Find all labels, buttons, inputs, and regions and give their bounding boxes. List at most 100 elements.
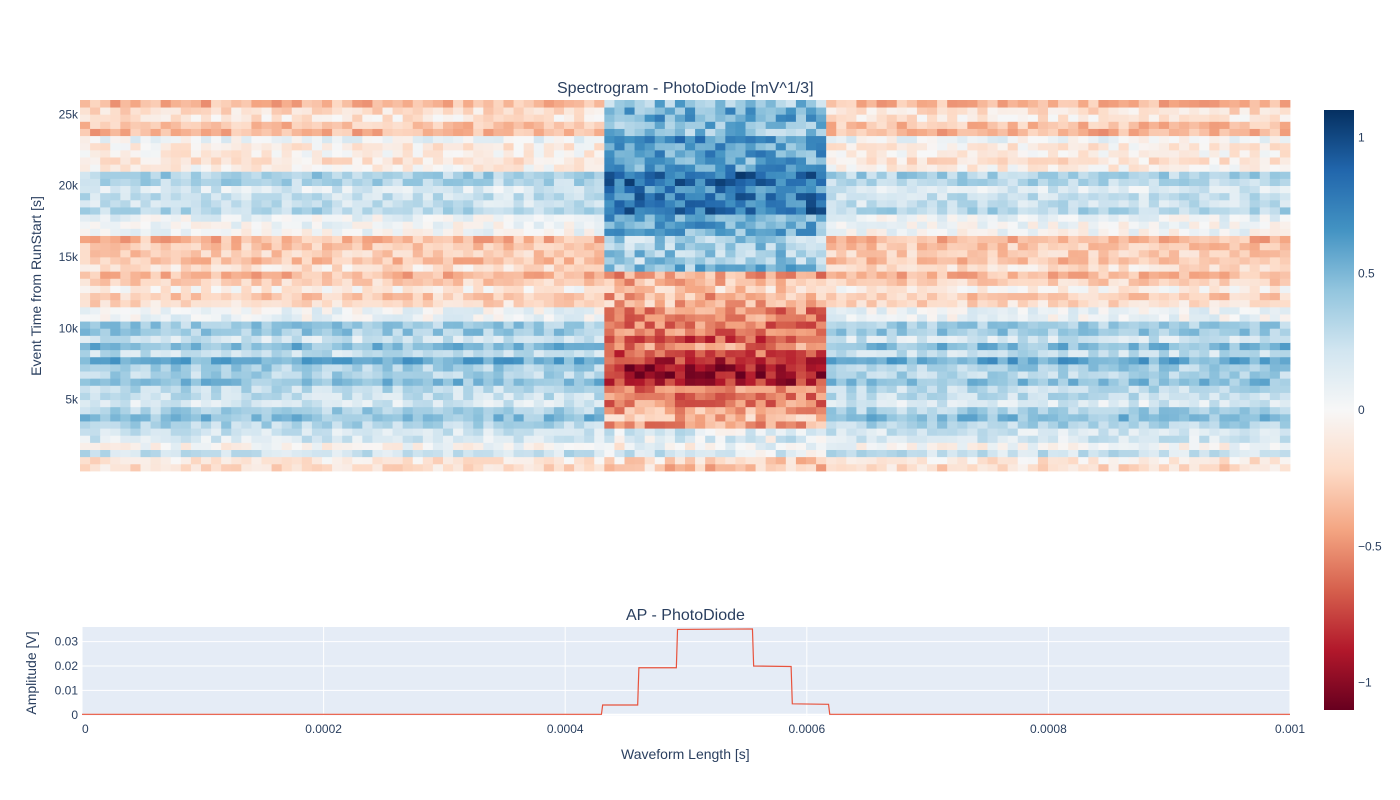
heatmap-cell (957, 421, 968, 429)
heatmap-cell (221, 264, 232, 272)
heatmap-cell (1068, 314, 1079, 322)
heatmap-cell (1068, 421, 1079, 429)
heatmap-cell (311, 199, 323, 208)
heatmap-cell (513, 349, 525, 358)
heatmap-cell (594, 271, 605, 279)
heatmap-cell (644, 371, 656, 379)
heatmap-cell (473, 385, 484, 393)
heatmap-cell (967, 221, 978, 229)
heatmap-cell (916, 185, 928, 194)
heatmap-cell (937, 235, 948, 244)
heatmap-cell (463, 392, 474, 401)
heatmap-cell (1279, 378, 1291, 386)
heatmap-cell (997, 321, 1009, 329)
heatmap-cell (523, 385, 535, 393)
heatmap-cell (392, 249, 404, 258)
heatmap-cell (170, 171, 182, 179)
heatmap-cell (241, 328, 252, 336)
heatmap-cell (1249, 321, 1261, 329)
heatmap-cell (1239, 356, 1251, 365)
heatmap-cell (291, 285, 303, 294)
heatmap-cell (795, 228, 807, 236)
heatmap-cell (1209, 235, 1220, 244)
heatmap-cell (1249, 385, 1261, 393)
heatmap-cell (856, 356, 867, 365)
heatmap-cell (624, 207, 635, 215)
heatmap-cell (674, 335, 686, 343)
heatmap-cell (826, 321, 837, 329)
heatmap-cell (483, 214, 494, 222)
heatmap-cell (402, 421, 414, 429)
heatmap-cell (856, 413, 867, 422)
heatmap-cell (80, 421, 91, 429)
heatmap-cell (876, 207, 888, 215)
heatmap-cell (231, 435, 242, 443)
heatmap-cell (1027, 349, 1039, 358)
heatmap-cell (604, 256, 615, 265)
heatmap-cell (947, 314, 958, 322)
heatmap-cell (432, 264, 444, 272)
heatmap-cell (301, 328, 313, 336)
heatmap-cell (110, 378, 121, 386)
heatmap-cell (503, 178, 514, 187)
heatmap-cell (382, 435, 393, 443)
heatmap-cell (1118, 207, 1130, 215)
heatmap-cell (967, 371, 978, 379)
heatmap-cell (100, 185, 111, 194)
heatmap-cell (362, 399, 373, 408)
heatmap-cell (90, 221, 101, 229)
heatmap-cell (1088, 449, 1099, 458)
heatmap-cell (775, 349, 787, 358)
heatmap-cell (473, 285, 484, 294)
heatmap-cell (1058, 178, 1069, 187)
heatmap-cell (322, 463, 333, 472)
heatmap-cell (806, 242, 817, 251)
heatmap-cell (1249, 278, 1261, 286)
heatmap-cell (1078, 199, 1089, 208)
heatmap-cell (332, 449, 343, 458)
heatmap-cell (927, 413, 938, 422)
heatmap-cell (1108, 463, 1119, 472)
heatmap-cell (140, 256, 151, 265)
heatmap-cell (533, 406, 545, 415)
heatmap-cell (402, 442, 414, 450)
heatmap-cell (553, 285, 565, 294)
heatmap-cell (1169, 413, 1180, 422)
heatmap-cell (937, 242, 948, 251)
heatmap-cell (372, 392, 383, 401)
heatmap-cell (1269, 356, 1281, 365)
heatmap-cell (997, 207, 1009, 215)
heatmap-cell (745, 221, 756, 229)
heatmap-cell (876, 306, 888, 315)
heatmap-cell (1158, 449, 1170, 458)
heatmap-cell (1179, 178, 1190, 187)
heatmap-cell (654, 306, 666, 315)
heatmap-cell (392, 413, 404, 422)
heatmap-cell (352, 349, 363, 358)
heatmap-cell (342, 185, 353, 194)
heatmap-cell (967, 214, 978, 222)
heatmap-cell (453, 235, 464, 244)
heatmap-cell (695, 392, 706, 401)
heatmap-cell (715, 371, 726, 379)
heatmap-cell (231, 392, 242, 401)
heatmap-cell (735, 242, 746, 251)
heatmap-cell (412, 399, 424, 408)
heatmap-cell (362, 199, 373, 208)
heatmap-cell (755, 349, 767, 358)
heatmap-cell (271, 406, 283, 415)
heatmap-cell (412, 356, 424, 365)
heatmap-cell (624, 171, 635, 179)
heatmap-cell (281, 349, 293, 358)
heatmap-cell (1017, 306, 1029, 315)
heatmap-cell (483, 235, 494, 244)
heatmap-cell (453, 278, 464, 286)
heatmap-cell (674, 456, 686, 465)
heatmap-cell (150, 235, 162, 244)
heatmap-cell (1199, 442, 1210, 450)
heatmap-cell (1209, 406, 1220, 415)
heatmap-cell (110, 242, 121, 251)
heatmap-cell (1027, 456, 1039, 465)
heatmap-cell (90, 242, 101, 251)
heatmap-cell (715, 242, 726, 251)
